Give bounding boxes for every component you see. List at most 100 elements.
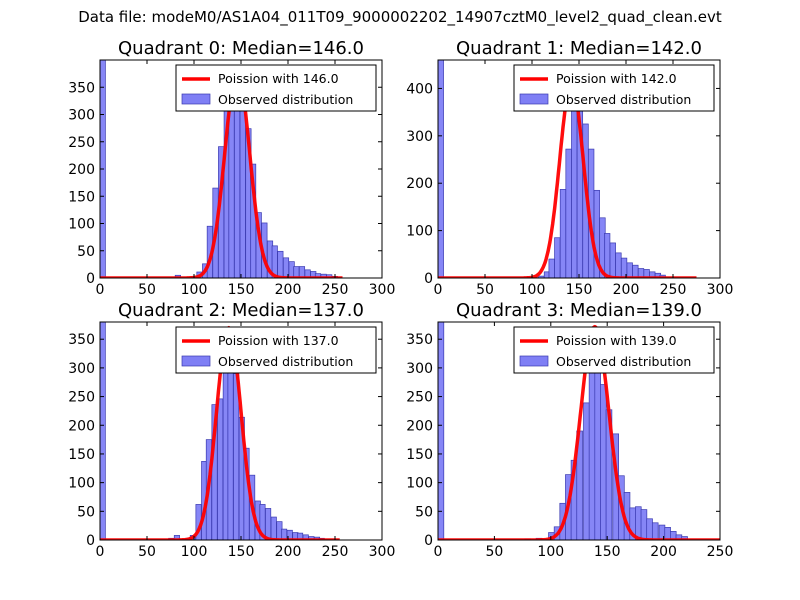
- x-tick-label: 150: [594, 544, 621, 560]
- legend-poisson-label: Poission with 139.0: [556, 333, 677, 348]
- legend-histogram-swatch: [181, 355, 211, 367]
- quadrant-1-panel: 0 50 100 150 200 250 300 0 100 200 300 400 Quadrant …: [406, 38, 733, 298]
- histogram-bar: [548, 258, 555, 278]
- poisson-curve: [100, 69, 344, 278]
- histogram-bar: [565, 148, 572, 278]
- x-tick-label: 50: [476, 282, 494, 298]
- x-tick-label: 250: [322, 544, 349, 560]
- histogram-bar: [438, 322, 445, 540]
- y-tick-label: 50: [77, 504, 95, 520]
- y-tick-label: 200: [68, 418, 95, 434]
- histogram-bar: [626, 262, 633, 278]
- y-tick-label: 150: [406, 447, 433, 463]
- histogram-bar: [233, 373, 240, 540]
- x-tick-label: 200: [275, 282, 302, 298]
- histogram-bar: [100, 322, 106, 540]
- quadrant-0-panel: 0 50 100 150 200 250 300 0 50 100 150 200 250 300 350 Q…: [68, 38, 395, 298]
- x-tick-label: 200: [613, 282, 640, 298]
- histogram-bar: [277, 250, 284, 278]
- histogram-bar: [609, 242, 616, 278]
- x-tick-label: 0: [434, 544, 443, 560]
- legend-histogram-label: Observed distribution: [556, 92, 691, 107]
- x-tick-label: 300: [369, 544, 396, 560]
- histogram-bar: [600, 384, 607, 540]
- y-tick-label: 250: [68, 390, 95, 406]
- x-tick-label: 150: [566, 282, 593, 298]
- panel-title: Quadrant 0: Median=146.0: [118, 38, 364, 59]
- quadrant-2-panel: 0 50 100 150 200 250 300 0 50 100 150 200 250 300 350 Q…: [68, 300, 395, 560]
- y-tick-label: 350: [406, 332, 433, 348]
- y-tick-label: 200: [68, 162, 95, 178]
- x-tick-label: 250: [322, 282, 349, 298]
- histogram-bar: [239, 104, 246, 278]
- y-tick-label: 0: [424, 533, 433, 549]
- y-tick-label: 200: [406, 418, 433, 434]
- y-tick-label: 100: [68, 476, 95, 492]
- quadrant-3-panel: 0 50 100 150 200 250 0 50 100 150 200 250 300 350 Quad…: [406, 300, 733, 560]
- histogram-bar: [664, 527, 671, 540]
- x-tick-label: 0: [96, 544, 105, 560]
- histogram-bar: [588, 360, 596, 540]
- plot-area: [100, 322, 341, 540]
- y-tick-label: 0: [86, 271, 95, 287]
- panel-title: Quadrant 3: Median=139.0: [456, 300, 702, 321]
- x-tick-label: 100: [519, 282, 546, 298]
- histogram-bar: [615, 252, 622, 278]
- x-tick-label: 100: [181, 544, 208, 560]
- y-tick-label: 50: [415, 504, 433, 520]
- histogram-bar: [227, 358, 234, 540]
- x-tick-label: 50: [138, 544, 156, 560]
- y-tick-label: 150: [68, 189, 95, 205]
- x-tick-label: 200: [650, 544, 677, 560]
- histogram-bar: [559, 189, 567, 278]
- x-tick-label: 100: [181, 282, 208, 298]
- y-tick-label: 200: [406, 176, 433, 192]
- x-tick-label: 200: [275, 544, 302, 560]
- histogram-bar: [632, 264, 639, 278]
- legend-histogram-swatch: [181, 93, 211, 105]
- x-tick-label: 0: [96, 282, 105, 298]
- x-tick-label: 300: [369, 282, 396, 298]
- histogram-bar: [604, 233, 611, 278]
- x-tick-label: 250: [707, 544, 734, 560]
- x-tick-label: 250: [660, 282, 687, 298]
- x-tick-label: 0: [434, 282, 443, 298]
- legend-poisson-label: Poission with 142.0: [556, 71, 677, 86]
- y-tick-label: 400: [406, 81, 433, 97]
- figure-title: Data file: modeM0/AS1A04_011T09_90000022…: [78, 8, 722, 26]
- y-tick-label: 300: [406, 361, 433, 377]
- poisson-curve: [438, 324, 720, 540]
- axes-frame: [437, 321, 721, 541]
- x-tick-label: 50: [485, 544, 503, 560]
- y-tick-label: 300: [68, 361, 95, 377]
- y-tick-label: 350: [68, 80, 95, 96]
- histogram-bar: [265, 508, 272, 540]
- y-tick-label: 0: [424, 271, 433, 287]
- y-tick-label: 250: [406, 390, 433, 406]
- x-tick-label: 50: [138, 282, 156, 298]
- y-tick-label: 100: [406, 224, 433, 240]
- x-tick-label: 150: [228, 282, 255, 298]
- y-tick-label: 0: [86, 533, 95, 549]
- legend-histogram-label: Observed distribution: [218, 354, 353, 369]
- legend-histogram-swatch: [519, 355, 549, 367]
- x-tick-label: 100: [537, 544, 564, 560]
- histogram-bar: [554, 237, 561, 278]
- y-tick-label: 100: [68, 217, 95, 233]
- legend-histogram-label: Observed distribution: [218, 92, 353, 107]
- histogram-bar: [651, 522, 659, 540]
- y-tick-label: 300: [406, 129, 433, 145]
- panel-title: Quadrant 1: Median=142.0: [456, 38, 702, 59]
- histogram-bar: [438, 60, 444, 278]
- y-tick-label: 250: [68, 135, 95, 151]
- histogram-bar: [571, 108, 578, 278]
- histogram-bar: [640, 509, 648, 540]
- histogram-bar: [228, 109, 235, 278]
- y-tick-label: 350: [68, 332, 95, 348]
- histogram-bar: [594, 349, 601, 540]
- histogram-bar: [646, 518, 653, 540]
- y-tick-label: 100: [406, 476, 433, 492]
- legend-histogram-label: Observed distribution: [556, 354, 691, 369]
- legend-histogram-swatch: [519, 93, 549, 105]
- poisson-curve: [100, 325, 341, 540]
